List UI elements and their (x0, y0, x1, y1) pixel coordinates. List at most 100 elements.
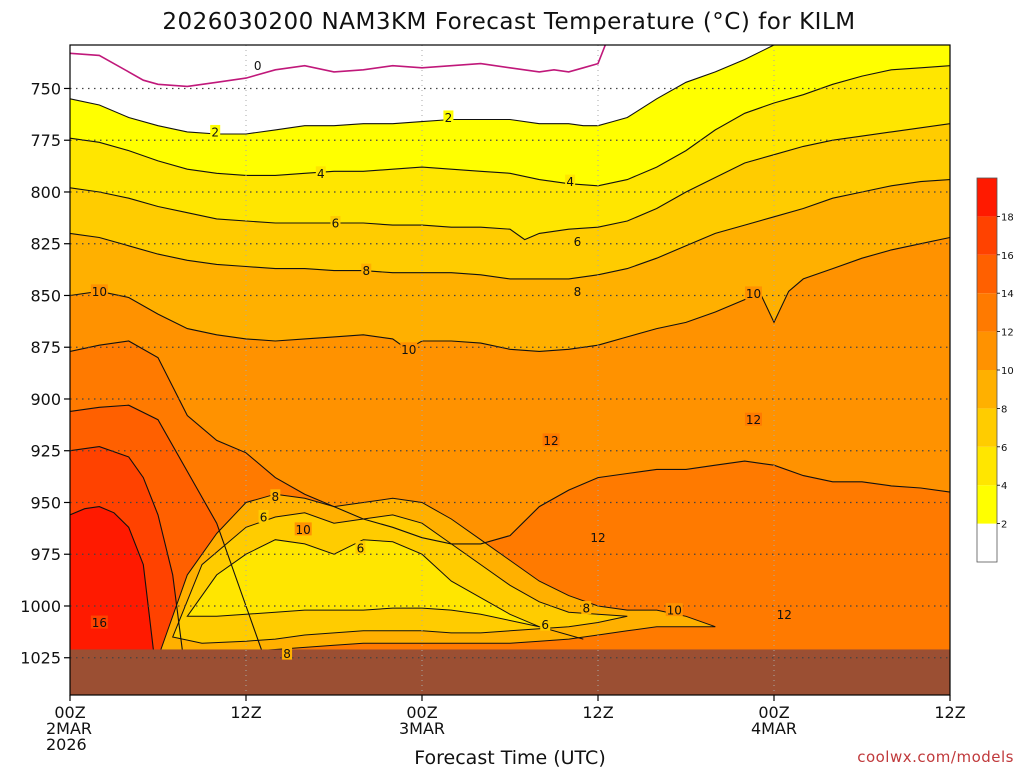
contour-label: 12 (777, 608, 792, 622)
colorbar-label: 16 (1001, 251, 1014, 262)
colorbar-label: 4 (1001, 481, 1007, 492)
contour-label: 12 (590, 531, 605, 545)
colorbar-swatch (977, 408, 997, 447)
plot-frame (69, 44, 951, 696)
y-tick-label: 825 (30, 235, 61, 254)
contour-label-bg (572, 284, 583, 298)
contour-16c (70, 446, 188, 689)
contour-4c (70, 65, 950, 187)
contour-label-bg (565, 174, 576, 188)
colorbar-swatch (977, 178, 997, 217)
x-axis-title: Forecast Time (UTC) (414, 747, 605, 768)
x-tick-label: 12Z (582, 703, 613, 722)
credit-text[interactable]: coolwx.com/models (857, 748, 1014, 766)
contour-label-bg (443, 110, 454, 124)
chart-title: 2026030200 NAM3KM Forecast Temperature (… (162, 9, 855, 35)
x-tick-label: 12Z (934, 703, 965, 722)
y-tick-label: 775 (30, 131, 61, 150)
y-tick-label: 1000 (20, 597, 61, 616)
contour-label: 12 (543, 434, 558, 448)
contour-label-bg (361, 263, 372, 277)
cool-pocket-6c (187, 539, 584, 640)
contour-label: 16 (92, 616, 107, 630)
contour-label-bg (330, 216, 341, 230)
contour-label: 2 (445, 111, 453, 125)
x-tick-label: 12Z (230, 703, 261, 722)
contour-label: 2 (211, 125, 219, 139)
contour-label-bg (744, 412, 762, 426)
contour-label: 8 (362, 264, 370, 278)
contour-pocket-6c (186, 539, 584, 640)
contour-label: 8 (283, 647, 291, 661)
contour-10c (70, 236, 950, 352)
contour-label: 10 (401, 343, 416, 357)
colorbar-label: 8 (1001, 404, 1007, 415)
contour-label-bg (315, 166, 326, 180)
contour-label-bg (775, 607, 793, 621)
y-tick-label: 1025 (20, 649, 61, 668)
colorbar-label: 2 (1001, 520, 1007, 531)
contour-label: 4 (317, 167, 325, 181)
contour-label: 8 (272, 490, 280, 504)
contour-label: 0 (254, 59, 262, 73)
contour-label: 12 (746, 413, 761, 427)
y-tick-label: 900 (30, 390, 61, 409)
contour-label-bg (282, 646, 293, 660)
x-tick-label: 3MAR (399, 719, 445, 738)
contour-label-bg (572, 234, 583, 248)
colorbar-label: 18 (1001, 212, 1014, 223)
y-tick-label: 875 (30, 338, 61, 357)
contour-label-bg (294, 522, 312, 536)
contour-label-bg (90, 284, 108, 298)
dotted-grid (70, 45, 950, 695)
y-tick-label: 800 (30, 183, 61, 202)
colorbar-swatch (977, 331, 997, 370)
colorbar-swatch (977, 370, 997, 409)
y-tick-label: 950 (30, 493, 61, 512)
contour-label-bg (210, 124, 221, 138)
x-tick-label: 4MAR (751, 719, 797, 738)
contour-pocket-10c (157, 493, 716, 659)
contour-label-bg (589, 530, 607, 544)
contour-label: 10 (296, 523, 311, 537)
colorbar-swatch (977, 293, 997, 332)
y-tick-label: 750 (30, 79, 61, 98)
colorbar-label: 12 (1001, 328, 1014, 339)
contour-18c (70, 506, 159, 689)
colorbar-swatch (977, 446, 997, 486)
y-axis-pressure: 750 775 800 825 850 875 900 925 950 975 1000 1025 (20, 79, 70, 668)
contour-label: 10 (667, 604, 682, 618)
colorbar-swatch (977, 216, 997, 255)
contour-label: 6 (357, 542, 365, 556)
x-tick-label: 00Z (54, 703, 85, 722)
contour-label-bg (400, 342, 418, 356)
contour-label: 8 (582, 602, 590, 616)
contour-label-bg (581, 601, 592, 615)
contour-label-bg (270, 489, 281, 503)
colorbar-swatch (977, 523, 997, 562)
contour-label-bg (540, 617, 551, 631)
contour-label: 6 (574, 235, 582, 249)
colorbar-label: 10 (1001, 366, 1014, 377)
contour-label: 6 (260, 510, 268, 524)
y-tick-label: 850 (30, 286, 61, 305)
contour-label-bg (355, 541, 366, 555)
x-tick-label: 2MAR (46, 719, 92, 738)
contour-8c (70, 179, 950, 280)
contour-2c (70, 45, 950, 135)
contour-label: 10 (92, 285, 107, 299)
contour-label-bg (258, 509, 269, 523)
ground-fill (70, 649, 950, 695)
contour-6c (70, 123, 950, 241)
contour-label-bg (744, 286, 762, 300)
contour-label-bg (665, 603, 683, 617)
contour-label: 8 (574, 285, 582, 299)
contour-label: 10 (746, 287, 761, 301)
contour-label-bg (542, 433, 560, 447)
contour-label: 6 (332, 217, 340, 231)
contour-pocket-8c (172, 512, 628, 644)
y-tick-label: 925 (30, 442, 61, 461)
